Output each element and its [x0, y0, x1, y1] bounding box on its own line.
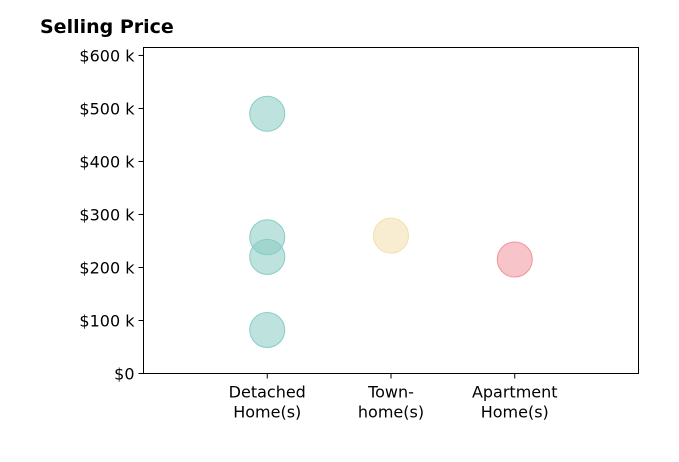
plot-frame: [143, 47, 639, 374]
y-tick-label: $100 k: [79, 311, 135, 330]
y-tick-label: $0: [114, 365, 134, 384]
scatter-point: [496, 241, 533, 278]
x-tick-label: Town-home(s): [358, 383, 424, 422]
y-tick-label: $600 k: [79, 46, 135, 65]
y-axis: $0 $100 k $200 k $300 k $400 k $500 k $600 k: [79, 46, 144, 384]
scatter-point: [373, 217, 409, 254]
scatter-point: [249, 95, 286, 132]
y-tick-label: $200 k: [79, 258, 135, 277]
x-tick-label: Apartment Home(s): [472, 383, 558, 422]
y-tick-label: $300 k: [79, 205, 135, 224]
scatter-point: [249, 312, 286, 349]
chart-title: Selling Price: [40, 16, 174, 38]
points-layer: [249, 95, 533, 349]
y-tick-label: $500 k: [79, 99, 135, 118]
x-tick-label: Detached Home(s): [229, 383, 306, 422]
x-axis: Detached Home(s) Town-home(s) Apartment Home…: [229, 373, 558, 422]
y-tick-label: $400 k: [79, 152, 135, 171]
scatter-point: [249, 238, 286, 275]
